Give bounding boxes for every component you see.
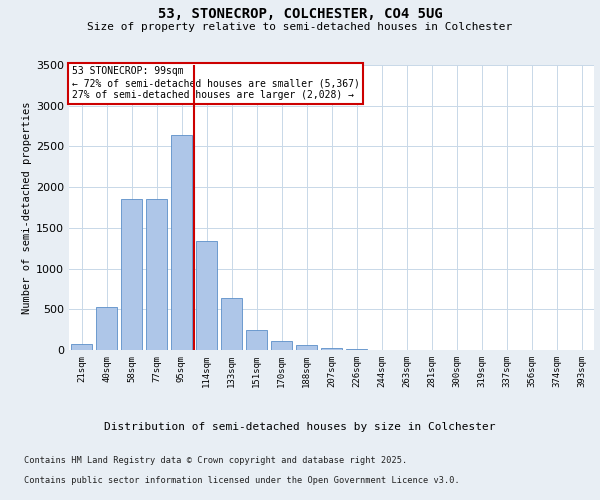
- Bar: [196, 241, 217, 350]
- Text: Contains HM Land Registry data © Crown copyright and database right 2025.: Contains HM Land Registry data © Crown c…: [24, 456, 407, 465]
- Bar: [96, 307, 117, 350]
- Bar: [146, 200, 167, 350]
- Text: Size of property relative to semi-detached houses in Colchester: Size of property relative to semi-detach…: [88, 22, 512, 32]
- Text: Contains public sector information licensed under the Open Government Licence v3: Contains public sector information licen…: [24, 476, 460, 485]
- Text: 53 STONECROP: 99sqm
← 72% of semi-detached houses are smaller (5,367)
27% of sem: 53 STONECROP: 99sqm ← 72% of semi-detach…: [71, 66, 359, 100]
- Bar: [121, 200, 142, 350]
- Bar: [271, 341, 292, 350]
- Bar: [321, 348, 342, 350]
- Bar: [246, 330, 267, 350]
- Text: 53, STONECROP, COLCHESTER, CO4 5UG: 53, STONECROP, COLCHESTER, CO4 5UG: [158, 8, 442, 22]
- Y-axis label: Number of semi-detached properties: Number of semi-detached properties: [22, 101, 32, 314]
- Text: Distribution of semi-detached houses by size in Colchester: Distribution of semi-detached houses by …: [104, 422, 496, 432]
- Bar: [71, 344, 92, 350]
- Bar: [296, 345, 317, 350]
- Bar: [171, 135, 192, 350]
- Bar: [221, 298, 242, 350]
